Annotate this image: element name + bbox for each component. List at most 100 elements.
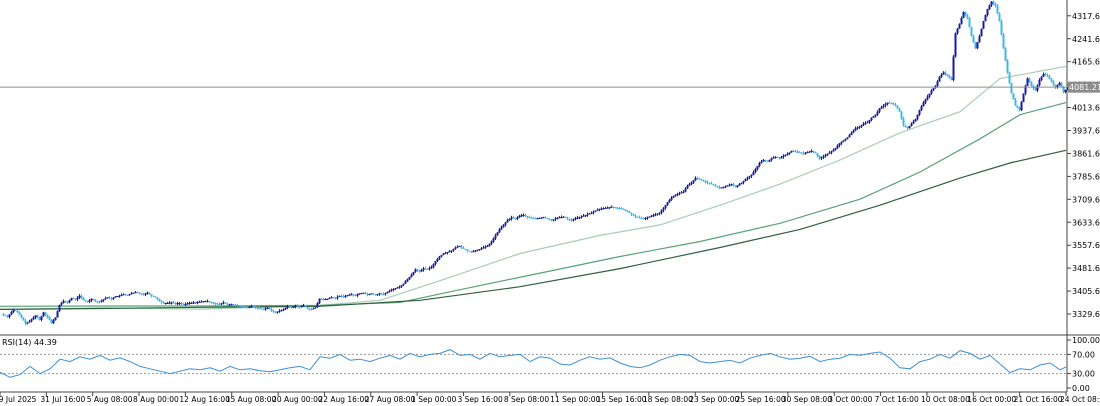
candle-body (38, 317, 41, 320)
candle-body (818, 155, 821, 159)
candle-body (98, 301, 101, 303)
candle-body (392, 288, 395, 290)
candle-body (788, 152, 791, 154)
candle-body (138, 292, 141, 294)
candle-body (382, 293, 385, 295)
candle-body (484, 246, 487, 248)
candle-body (1044, 73, 1047, 76)
price-tick-label: 3557.60 (1072, 241, 1100, 250)
candle-body (102, 299, 105, 301)
price-pane[interactable] (0, 0, 1069, 326)
price-tick-label: 3937.60 (1072, 127, 1100, 136)
candle-body (192, 302, 195, 304)
candle-body (86, 301, 89, 303)
candle-body (700, 179, 703, 181)
candle-body (88, 300, 91, 302)
candle-body (574, 217, 577, 220)
rsi-label: RSI(14) 44.39 (2, 338, 57, 347)
candle-body (890, 102, 893, 104)
candle-body (296, 305, 299, 307)
candle-body (980, 28, 983, 37)
candle-body (464, 249, 467, 250)
rsi-line (0, 349, 1067, 378)
candle-body (4, 314, 7, 316)
candle-body (876, 111, 879, 115)
candle-body (158, 299, 161, 302)
candle-body (460, 245, 463, 248)
candle-body (914, 119, 917, 122)
candle-body (618, 207, 621, 209)
candle-body (136, 292, 139, 294)
candle-body (912, 121, 915, 124)
candle-body (134, 292, 137, 294)
candle-body (584, 215, 587, 217)
candle-body (430, 267, 433, 269)
candle-body (514, 218, 517, 220)
candle-body (368, 293, 371, 295)
candle-body (360, 293, 363, 295)
candle-body (10, 311, 13, 315)
candle-body (298, 306, 301, 308)
candle-body (624, 209, 627, 211)
candle-body (444, 252, 447, 254)
candle-body (956, 28, 959, 34)
candle-body (2, 313, 5, 315)
candle-body (40, 316, 43, 320)
candle-body (326, 298, 329, 300)
candle-body (904, 125, 907, 127)
candle-body (174, 303, 177, 305)
candle-body (82, 298, 85, 301)
time-tick-label: 27 Aug 08:00 (365, 395, 416, 404)
candle-body (36, 315, 39, 318)
candle-body (150, 294, 153, 296)
candle-body (294, 305, 297, 307)
candle-body (118, 295, 121, 297)
candle-body (924, 99, 927, 103)
candle-body (1062, 87, 1065, 93)
candle-body (752, 172, 755, 176)
candle-body (270, 309, 273, 311)
candle-body (108, 297, 111, 299)
candle-body (808, 151, 811, 153)
candle-body (894, 104, 897, 106)
candle-body (172, 302, 175, 304)
candle-body (650, 215, 653, 217)
rsi-tick-label: 70.00 (1072, 350, 1095, 359)
candle-body (944, 72, 947, 75)
candle-body (168, 302, 171, 304)
rsi-pane[interactable] (0, 349, 1067, 378)
candle-body (304, 305, 307, 307)
candle-body (1022, 93, 1025, 102)
candle-body (106, 297, 109, 299)
time-tick-label: 15 Aug 08:00 (226, 395, 277, 404)
candle-body (974, 42, 977, 49)
candle-body (916, 114, 919, 120)
candle-body (434, 261, 437, 265)
price-tick-label: 3861.60 (1072, 149, 1100, 158)
time-tick-label: 25 Sep 16:00 (736, 395, 786, 404)
candle-body (668, 199, 671, 203)
candle-body (180, 303, 183, 305)
rsi-tick-label: 100.00 (1072, 336, 1100, 345)
candle-body (534, 218, 537, 220)
candle-body (1000, 21, 1003, 35)
candle-body (6, 315, 9, 317)
candle-body (730, 184, 733, 186)
candle-body (908, 126, 911, 129)
candle-body (60, 303, 63, 305)
candle-body (28, 321, 31, 323)
candle-body (794, 151, 797, 153)
rsi-axis: 100.00 70.00 30.00 0.00 (1067, 336, 1100, 393)
candle-body (522, 214, 525, 216)
price-tick-label: 3709.60 (1072, 195, 1100, 204)
candle-body (300, 306, 303, 308)
time-tick-label: 16 Oct 00:00 (967, 395, 1016, 404)
candle-body (1004, 48, 1007, 61)
candle-body (504, 222, 507, 225)
candle-body (740, 182, 743, 185)
candle-body (44, 312, 47, 315)
candle-body (678, 193, 681, 195)
candle-body (488, 243, 491, 246)
